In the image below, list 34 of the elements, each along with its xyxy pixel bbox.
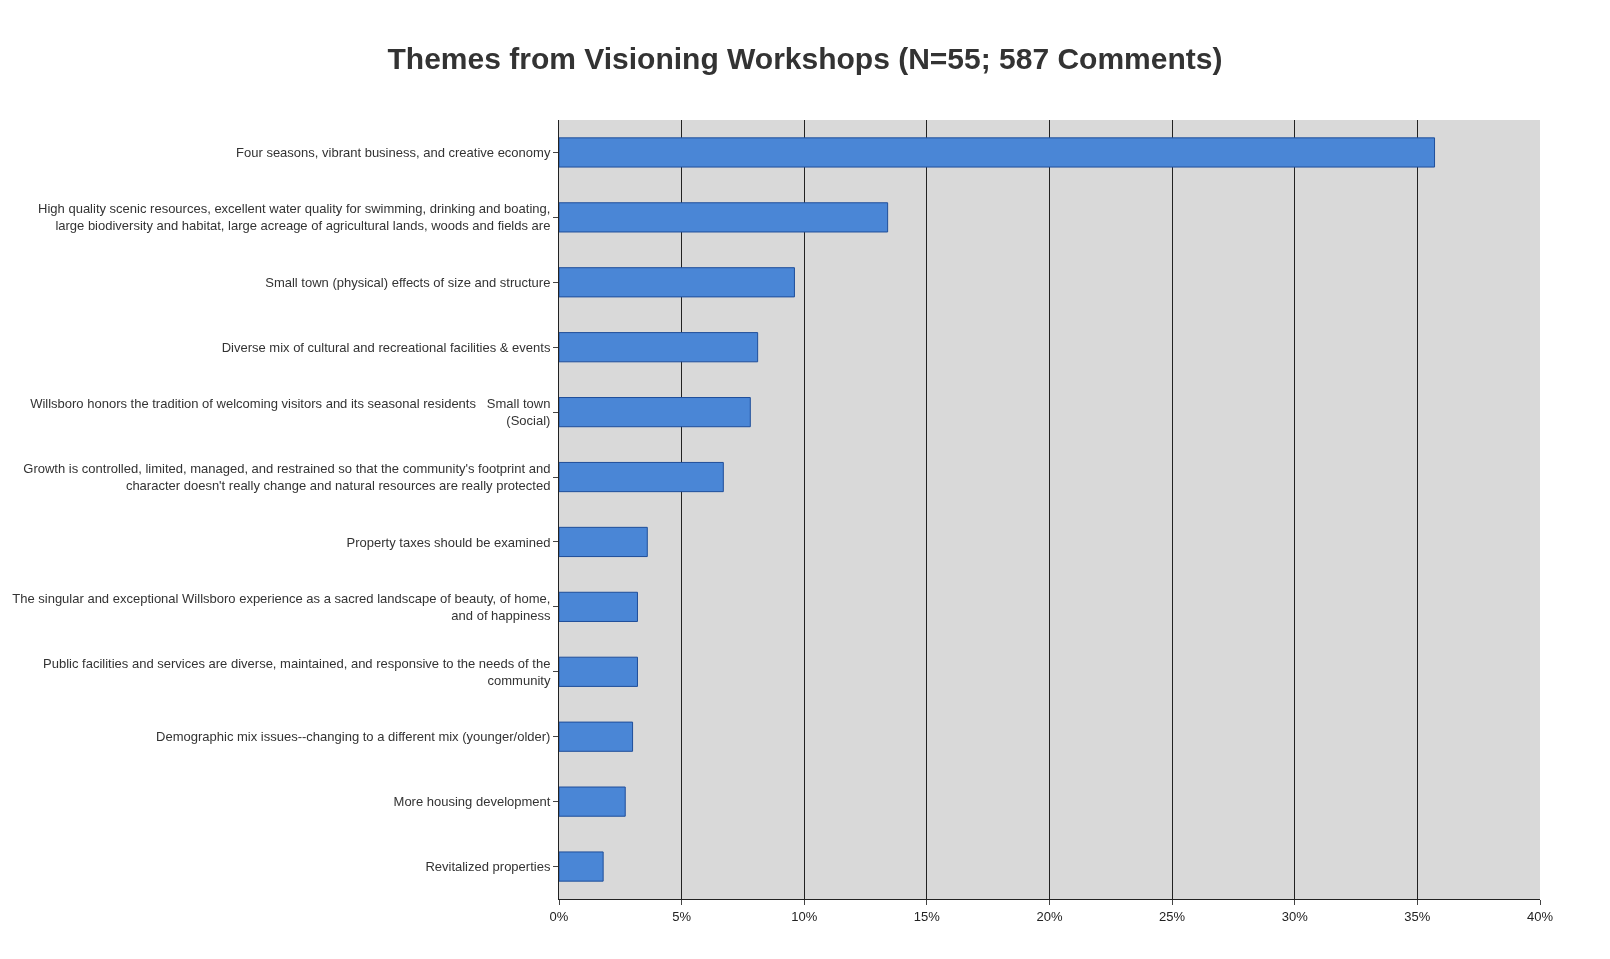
x-tick-label: 20% xyxy=(1036,908,1063,924)
bar xyxy=(559,397,751,428)
y-tick-label: Revitalized properties xyxy=(425,859,551,875)
bar xyxy=(559,591,638,622)
y-tick-label: The singular and exceptional Willsboro experience as a sacred landscape of beauty, of home, and of happiness xyxy=(12,590,551,623)
bar xyxy=(559,526,648,558)
bar xyxy=(559,786,626,817)
chart-title: Themes from Visioning Workshops (N=55; 587 Comments) xyxy=(387,41,1223,75)
x-tick-label: 5% xyxy=(672,908,692,924)
x-tick-label: 35% xyxy=(1404,908,1431,924)
bar xyxy=(559,461,724,493)
y-tick-label: More housing development xyxy=(393,794,551,810)
x-tick-label: 15% xyxy=(913,908,941,924)
x-tick-label: 0% xyxy=(549,908,569,924)
bar xyxy=(559,656,638,687)
y-tick-label: High quality scenic resources, excellent water quality for swimming, drinking and boating, large biodiversity and habitat, large acreage of agricultural lands, woods and fields are xyxy=(38,201,551,234)
bar xyxy=(559,202,889,233)
y-tick-label: Property taxes should be examined xyxy=(346,534,551,550)
y-tick-label: Public facilities and services are diverse, maintained, and responsive to the needs of the community xyxy=(43,655,551,688)
y-tick-label: Demographic mix issues--changing to a different mix (younger/older) xyxy=(156,729,551,745)
x-tick-label: 40% xyxy=(1526,908,1554,924)
bar xyxy=(559,332,759,363)
y-tick-label: Small town (physical) effects of size and structure xyxy=(265,274,551,290)
y-tick-label: Growth is controlled, limited, managed, and restrained so that the community's footprint and character doesn't really change and natural resources are really protected xyxy=(23,461,551,494)
bar xyxy=(559,721,634,752)
bar xyxy=(559,267,795,298)
x-tick-label: 25% xyxy=(1159,908,1186,924)
y-tick-label: Four seasons, vibrant business, and creative economy xyxy=(236,145,551,161)
x-tick-label: 30% xyxy=(1281,908,1309,924)
bar xyxy=(559,851,604,882)
x-tick-label: 10% xyxy=(791,908,818,924)
bar xyxy=(559,137,1436,168)
y-tick-label: Diverse mix of cultural and recreational facilities & events xyxy=(221,339,551,355)
y-tick-label: Willsboro honors the tradition of welcoming visitors and its seasonal residents Small town (Social) xyxy=(30,396,551,429)
